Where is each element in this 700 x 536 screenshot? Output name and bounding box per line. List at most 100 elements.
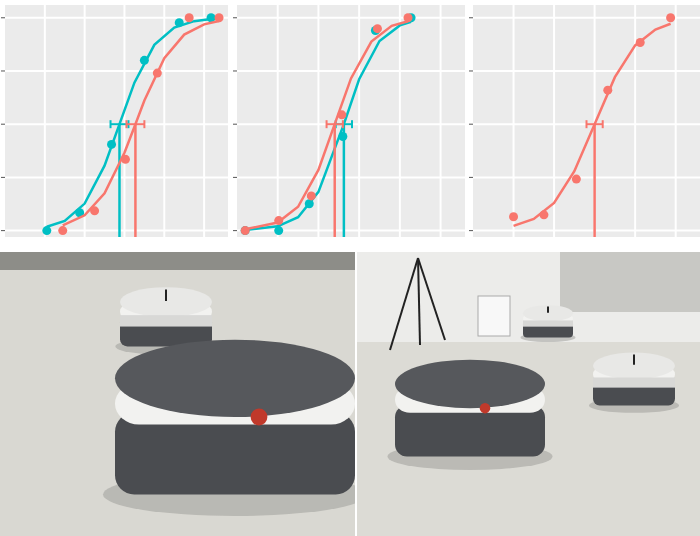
error-bar-cap bbox=[342, 120, 344, 128]
point bbox=[58, 226, 67, 235]
plot-background bbox=[5, 5, 228, 237]
robot-button bbox=[480, 403, 491, 414]
grid-line bbox=[5, 17, 228, 19]
threshold-line bbox=[118, 124, 121, 237]
point bbox=[539, 210, 548, 219]
robot-base bbox=[395, 405, 545, 456]
grid-line bbox=[399, 5, 401, 237]
tick-mark bbox=[233, 17, 237, 18]
plot-background bbox=[237, 5, 465, 237]
fit-curve bbox=[245, 22, 411, 230]
tick-mark bbox=[1, 124, 5, 125]
tick-mark bbox=[469, 70, 473, 71]
grid-line bbox=[237, 230, 465, 232]
robot-antenna bbox=[547, 307, 549, 313]
robot bbox=[103, 340, 355, 516]
point bbox=[337, 110, 346, 119]
tick-mark bbox=[233, 124, 237, 125]
point bbox=[404, 13, 413, 22]
tick-mark bbox=[469, 17, 473, 18]
tripod-leg bbox=[390, 258, 418, 350]
robot-stripe bbox=[523, 320, 573, 326]
point bbox=[307, 191, 316, 200]
point bbox=[509, 212, 518, 221]
figure bbox=[0, 0, 700, 536]
error-bar-line bbox=[126, 123, 144, 125]
fit-curve bbox=[47, 19, 211, 227]
data-layer bbox=[509, 13, 675, 237]
point bbox=[90, 206, 99, 215]
grid-line bbox=[5, 123, 228, 125]
error-bar-cap bbox=[602, 120, 604, 128]
point bbox=[153, 69, 162, 78]
error-bar bbox=[111, 120, 129, 128]
grid-line bbox=[277, 5, 279, 237]
robot-top bbox=[395, 360, 545, 408]
robot-top bbox=[115, 340, 355, 417]
threshold-line bbox=[134, 124, 137, 237]
point bbox=[338, 132, 347, 141]
point bbox=[42, 226, 51, 235]
error-bar-cap bbox=[143, 120, 145, 128]
tick-mark bbox=[233, 70, 237, 71]
point bbox=[121, 155, 130, 164]
robot-base bbox=[115, 413, 355, 495]
robot-antenna bbox=[165, 289, 167, 300]
panel bbox=[469, 5, 700, 237]
error-bar bbox=[587, 120, 603, 128]
grid-line bbox=[358, 5, 360, 237]
point bbox=[666, 13, 675, 22]
point bbox=[140, 56, 149, 65]
grid-line bbox=[317, 5, 319, 237]
tick-mark bbox=[469, 177, 473, 178]
grid-line bbox=[675, 5, 677, 237]
grid-line bbox=[440, 5, 442, 237]
robot-top bbox=[120, 287, 212, 317]
error-bar-cap bbox=[586, 120, 588, 128]
tick-mark bbox=[1, 177, 5, 178]
grid-line bbox=[203, 5, 205, 237]
tripod bbox=[390, 258, 445, 350]
page: {"chart_data": [ {"type": "scatter", "gr… bbox=[0, 0, 700, 536]
error-bar-line bbox=[587, 123, 603, 125]
grid-line bbox=[237, 17, 465, 19]
point bbox=[603, 86, 612, 95]
robot-top bbox=[523, 305, 573, 321]
grid-line bbox=[237, 176, 465, 178]
tick-mark bbox=[233, 177, 237, 178]
tripod-leg bbox=[418, 258, 445, 340]
robot-button bbox=[251, 409, 268, 426]
error-bar-cap bbox=[125, 120, 127, 128]
tick-mark bbox=[1, 230, 5, 231]
robot bbox=[521, 305, 576, 342]
grid-line bbox=[5, 70, 228, 72]
grid-line bbox=[634, 5, 636, 237]
point bbox=[274, 216, 283, 225]
grid-line bbox=[44, 5, 46, 237]
robot-antenna bbox=[633, 355, 635, 365]
threshold-line bbox=[593, 124, 596, 237]
grid-line bbox=[473, 230, 700, 232]
wall bbox=[357, 252, 700, 342]
point bbox=[185, 13, 194, 22]
tick-mark bbox=[469, 124, 473, 125]
tick-mark bbox=[469, 230, 473, 231]
grid-line bbox=[237, 123, 465, 125]
device bbox=[478, 296, 510, 336]
robot bbox=[388, 360, 553, 470]
tick-mark bbox=[1, 17, 5, 18]
grid-line bbox=[473, 17, 700, 19]
tick-mark bbox=[233, 230, 237, 231]
robot-stripe bbox=[593, 377, 675, 387]
grid-line bbox=[123, 5, 125, 237]
point bbox=[636, 38, 645, 47]
robot-base bbox=[523, 320, 573, 337]
robot-top bbox=[593, 353, 675, 379]
grid-line bbox=[473, 176, 700, 178]
grid-line bbox=[237, 70, 465, 72]
bench bbox=[560, 252, 700, 312]
error-bar-cap bbox=[326, 120, 328, 128]
plot-background bbox=[473, 5, 700, 237]
data-layer bbox=[42, 13, 223, 237]
grid-line bbox=[5, 176, 228, 178]
